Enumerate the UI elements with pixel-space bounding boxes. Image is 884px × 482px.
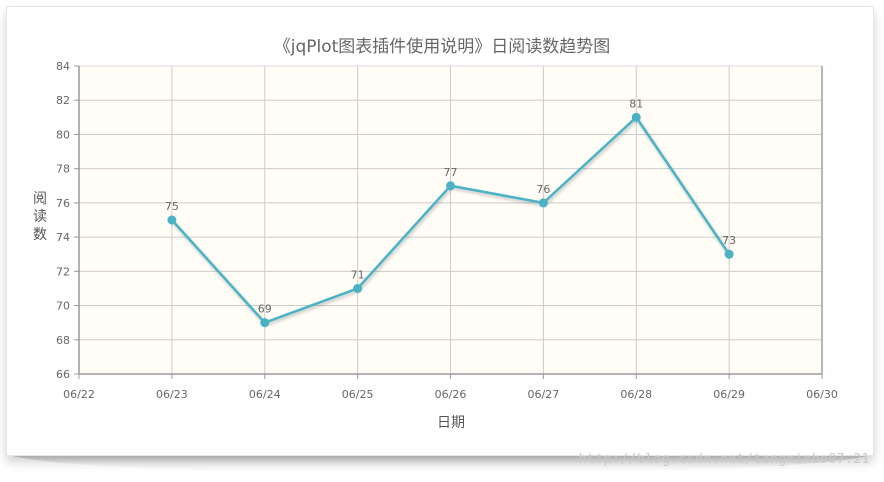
y-axis-label: 阅读数 <box>33 191 47 243</box>
y-tick-label: 84 <box>56 60 70 73</box>
data-point[interactable] <box>446 181 455 191</box>
x-tick-label: 06/29 <box>713 388 745 401</box>
y-tick-label: 74 <box>56 231 70 244</box>
data-point[interactable] <box>353 283 363 293</box>
data-label: 71 <box>351 268 365 281</box>
data-label: 77 <box>444 166 458 179</box>
data-label: 81 <box>629 97 643 110</box>
grid-lines <box>79 65 823 374</box>
x-axis-label: 日期 <box>437 415 465 431</box>
x-tick-label: 06/28 <box>620 388 652 401</box>
data-label: 75 <box>165 200 179 213</box>
y-tick-label: 70 <box>56 300 70 313</box>
x-tick-label: 06/26 <box>435 388 467 401</box>
data-point[interactable] <box>260 318 270 328</box>
tick-labels: 66 68 70 72 74 76 78 80 82 84 06/22 06/23 06/24 06/25… <box>56 60 838 401</box>
data-point[interactable] <box>538 198 548 208</box>
point-labels: 75 69 71 77 76 81 73 <box>165 97 736 315</box>
x-tick-label: 06/30 <box>806 388 838 401</box>
data-point[interactable] <box>724 249 734 259</box>
data-label: 76 <box>536 183 550 196</box>
watermark: http://blog.csdn.net/tangminbo07.21 <box>578 452 870 467</box>
x-tick-label: 06/22 <box>63 388 95 401</box>
y-tick-label: 66 <box>56 368 70 381</box>
x-tick-label: 06/27 <box>528 388 560 401</box>
y-tick-label: 68 <box>56 334 70 347</box>
chart-title: 《jqPlot图表插件使用说明》日阅读数趋势图 <box>273 37 611 57</box>
y-tick-label: 78 <box>56 163 70 176</box>
data-label: 73 <box>722 234 736 247</box>
card-bottom-shadow <box>6 452 874 472</box>
series-layer <box>167 112 734 328</box>
data-point[interactable] <box>167 215 177 225</box>
x-tick-label: 06/25 <box>342 388 374 401</box>
data-point[interactable] <box>631 112 641 122</box>
axes <box>74 65 823 379</box>
y-tick-label: 76 <box>56 197 70 210</box>
x-tick-label: 06/24 <box>249 388 281 401</box>
y-tick-label: 80 <box>56 128 70 141</box>
y-tick-label: 72 <box>56 265 70 278</box>
y-tick-label: 82 <box>56 94 70 107</box>
x-tick-label: 06/23 <box>156 388 188 401</box>
data-label: 69 <box>258 303 272 316</box>
